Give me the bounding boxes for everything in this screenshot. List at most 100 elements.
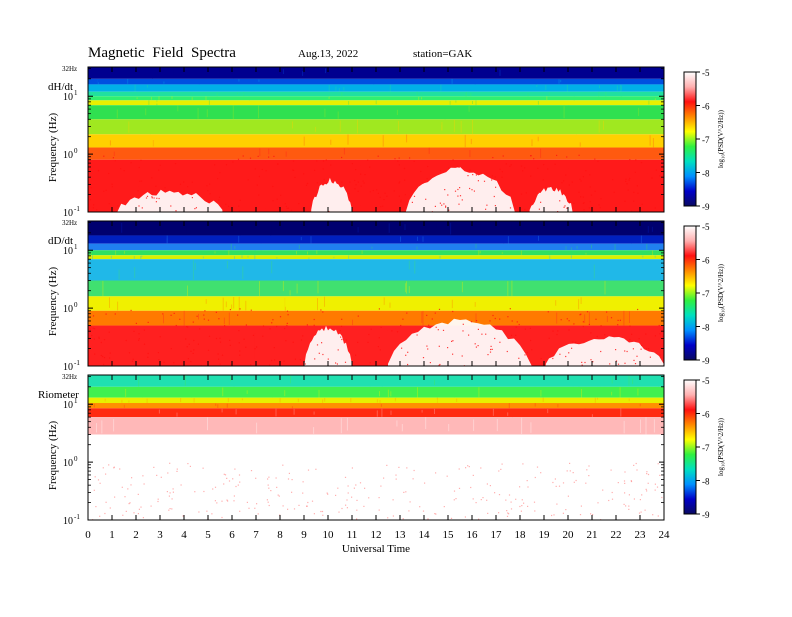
spectral-band <box>88 91 664 97</box>
spectral-band <box>88 235 664 244</box>
x-tick-label: 11 <box>347 529 358 541</box>
x-tick-label: 10 <box>323 529 335 541</box>
spectrogram-panel-3 <box>88 375 664 520</box>
date-label: Aug.13, 2022 <box>298 48 359 60</box>
y-tick-label: 10 <box>63 362 73 373</box>
y-tick-label: 10 <box>63 304 73 315</box>
y-axis-label: Frequency (Hz) <box>47 267 59 337</box>
y-tick-label: 10 <box>63 92 73 103</box>
quiet-region <box>388 318 532 366</box>
spectral-band <box>88 375 664 387</box>
quiet-region <box>116 189 223 212</box>
colorbar-tick-label: -8 <box>702 477 710 487</box>
colorbar-tick-label: -5 <box>702 68 710 78</box>
x-tick-label: 14 <box>419 529 431 541</box>
spectral-band <box>88 84 664 92</box>
texture-streaks <box>88 375 664 520</box>
spectral-band <box>88 408 664 418</box>
spectral-band <box>88 119 664 135</box>
y-tick-exponent: 1 <box>74 89 78 97</box>
spectral-band <box>88 134 664 148</box>
colorbar <box>683 225 697 361</box>
y-tick-label: 10 <box>63 400 73 411</box>
y-tick-label: 10 <box>63 150 73 161</box>
colorbar-tick-label: -8 <box>702 169 710 179</box>
colorbar <box>683 379 697 515</box>
x-tick-label: 4 <box>181 529 187 541</box>
colorbar-tick-label: -9 <box>702 510 710 520</box>
spectral-band <box>88 67 664 79</box>
x-tick-label: 12 <box>371 529 382 541</box>
colorbar-tick-label: -6 <box>702 410 710 420</box>
x-tick-label: 24 <box>659 529 671 541</box>
x-tick-label: 16 <box>467 529 479 541</box>
spectral-band <box>88 255 664 260</box>
x-tick-label: 17 <box>491 529 503 541</box>
speckle <box>92 462 663 520</box>
spectrogram-panel-1 <box>88 67 664 212</box>
spectral-band <box>88 78 664 85</box>
y-axis-label: Frequency (Hz) <box>47 113 59 183</box>
x-tick-label: 5 <box>205 529 211 541</box>
x-tick-label: 2 <box>133 529 139 541</box>
quiet-region <box>311 177 352 212</box>
quiet-region <box>529 186 573 212</box>
x-tick-label: 22 <box>611 529 622 541</box>
x-axis-label: Universal Time <box>342 543 410 555</box>
spectral-band <box>88 243 664 251</box>
quiet-region <box>404 166 516 212</box>
spectral-band <box>88 100 664 106</box>
y-axis-label: Frequency (Hz) <box>47 421 59 491</box>
colorbar-label: log₁₀(PSD(V^2/Hz)) <box>717 109 725 168</box>
x-tick-label: 20 <box>563 529 575 541</box>
spectral-band <box>88 96 664 101</box>
colorbar-tick-label: -9 <box>702 202 710 212</box>
x-tick-label: 21 <box>587 529 598 541</box>
panel-label: Riometer <box>38 389 79 401</box>
y-tick-exponent: 0 <box>74 455 78 463</box>
colorbar-tick-label: -6 <box>702 256 710 266</box>
speckle <box>88 154 664 212</box>
top-frequency-label: 32Hz <box>62 65 77 73</box>
spectral-band <box>88 434 664 520</box>
colorbar-tick-label: -7 <box>702 135 710 145</box>
y-tick-exponent: -1 <box>74 359 80 367</box>
colorbar-tick-label: -7 <box>702 289 710 299</box>
colorbar-tick-label: -8 <box>702 323 710 333</box>
colorbar-tick-label: -7 <box>702 443 710 453</box>
y-tick-exponent: 1 <box>74 243 78 251</box>
station-label: station=GAK <box>413 48 473 60</box>
spectral-band <box>88 417 664 435</box>
spectral-band <box>88 310 664 326</box>
colorbar-tick-label: -5 <box>702 222 710 232</box>
x-tick-label: 1 <box>109 529 115 541</box>
texture-streaks <box>88 67 656 212</box>
x-tick-label: 8 <box>277 529 283 541</box>
quiet-region <box>304 325 352 366</box>
colorbar-tick-label: -9 <box>702 356 710 366</box>
colorbar-label: log₁₀(PSD(V^2/Hz)) <box>717 417 725 476</box>
panel-label: dH/dt <box>48 81 73 93</box>
top-frequency-label: 32Hz <box>62 373 77 381</box>
speckle <box>88 308 664 366</box>
spectral-band <box>88 386 664 398</box>
quiet-region <box>544 336 664 366</box>
y-tick-label: 10 <box>63 458 73 469</box>
colorbar-tick-label: -6 <box>702 102 710 112</box>
y-tick-label: 10 <box>63 246 73 257</box>
y-tick-label: 10 <box>63 516 73 527</box>
y-tick-exponent: -1 <box>74 205 80 213</box>
spectral-band <box>88 403 664 409</box>
x-tick-label: 19 <box>539 529 551 541</box>
x-tick-label: 15 <box>443 529 455 541</box>
spectral-band <box>88 147 664 160</box>
panel-label: dD/dt <box>48 235 73 247</box>
chart-title: Magnetic Field Spectra <box>88 45 236 61</box>
colorbar-tick-label: -5 <box>702 376 710 386</box>
x-tick-label: 18 <box>515 529 527 541</box>
colorbar-label: log₁₀(PSD(V^2/Hz)) <box>717 263 725 322</box>
y-tick-label: 10 <box>63 208 73 219</box>
y-tick-exponent: -1 <box>74 513 80 521</box>
x-tick-label: 7 <box>253 529 259 541</box>
